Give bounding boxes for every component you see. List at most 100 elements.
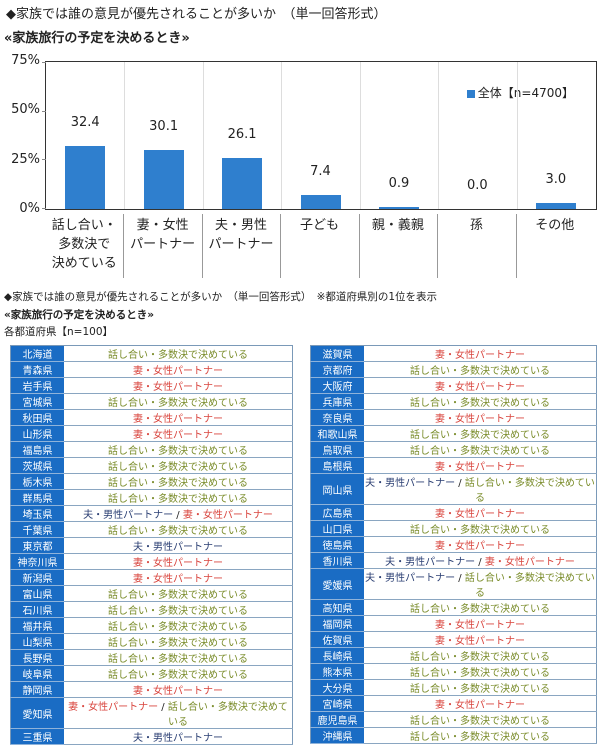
bar-value-label: 0.0 [467,178,488,193]
top-answer: 妻・女性パートナー [64,377,293,394]
y-tick-75: 75% [11,53,40,68]
x-axis-separator [358,214,360,278]
prefecture-name: 佐賀県 [310,631,364,648]
prefecture-table-right: 滋賀県 妻・女性パートナー 京都府 話し合い・多数決で決めている 大阪府 妻・女性パートナ… [310,345,597,744]
answer-wife: 妻・女性パートナー [133,574,223,585]
prefecture-name: 東京都 [10,537,64,554]
answer-talk: 話し合い・多数決で決めている [108,638,248,649]
table-row: 京都府 話し合い・多数決で決めている [310,361,597,378]
table-row: 静岡県 妻・女性パートナー [10,681,293,698]
prefecture-name: 香川県 [310,552,364,569]
top-answer: 話し合い・多数決で決めている [364,520,597,537]
y-tick-25: 25% [11,152,40,167]
answer-talk: 話し合い・多数決で決めている [410,398,550,409]
prefecture-name: 福井県 [10,617,64,634]
top-answer: 話し合い・多数決で決めている [64,393,293,410]
prefecture-name: 愛媛県 [310,568,364,600]
prefecture-name: 秋田県 [10,409,64,426]
top-answer: 話し合い・多数決で決めている [364,441,597,458]
prefecture-name: 高知県 [310,599,364,616]
table-row: 宮城県 話し合い・多数決で決めている [10,393,293,410]
answer-talk: 話し合い・多数決で決めている [410,732,550,743]
table-row: 愛知県 妻・女性パートナー / 話し合い・多数決で決めている [10,697,293,729]
answer-husband: 夫・男性パートナー [385,557,476,568]
table-row: 山梨県 話し合い・多数決で決めている [10,633,293,650]
top-answer: 話し合い・多数決で決めている [64,633,293,650]
legend-label: 全体【n=4700】 [477,86,574,100]
answer-talk: 話し合い・多数決で決めている [410,446,550,457]
x-axis-label-line: 夫・男性 [215,218,268,233]
x-axis-label-line: パートナー [208,237,274,252]
category-gridline [359,62,361,209]
top-answer: 夫・男性パートナー / 話し合い・多数決で決めている [364,473,597,505]
x-axis-label-line: 親・義親 [371,218,424,233]
legend-swatch [466,89,475,98]
top-answer: 話し合い・多数決で決めている [64,345,293,362]
table-row: 高知県 話し合い・多数決で決めている [310,599,597,616]
prefecture-name: 兵庫県 [310,393,364,410]
category-gridline [516,62,518,209]
prefecture-name: 岩手県 [10,377,64,394]
x-axis-label-line: その他 [535,218,575,233]
answer-talk: 話し合い・多数決で決めている [464,573,595,599]
answer-talk: 話し合い・多数決で決めている [108,462,248,473]
top-answer: 話し合い・多数決で決めている [364,425,597,442]
top-answer: 話し合い・多数決で決めている [64,457,293,474]
table-row: 青森県 妻・女性パートナー [10,361,293,378]
table-title: ◆家族では誰の意見が優先されることが多いか （単一回答形式） ※都道府県別の1位… [4,291,438,303]
prefecture-name: 沖縄県 [310,727,364,744]
table-row: 群馬県 話し合い・多数決で決めている [10,489,293,506]
category-gridline [124,62,126,209]
x-axis-label-line: パートナー [130,237,196,252]
top-answer: 夫・男性パートナー [64,728,293,745]
top-answer: 妻・女性パートナー [364,504,597,521]
table-row: 福島県 話し合い・多数決で決めている [10,441,293,458]
top-answer: 話し合い・多数決で決めている [364,599,597,616]
y-tick-mark [42,110,46,112]
x-axis-labels: 話し合い・ 多数決で 決めている 妻・女性 パートナー 夫・男性 パートナー 子ども 親・義親孫… [45,212,597,280]
answer-wife: 妻・女性パートナー [484,557,575,568]
answer-wife: 妻・女性パートナー [435,414,525,425]
prefecture-name: 北海道 [10,345,64,362]
table-row: 福岡県 妻・女性パートナー [310,615,597,632]
table-row: 宮崎県 妻・女性パートナー [310,695,597,712]
top-answer: 妻・女性パートナー [64,425,293,442]
prefecture-name: 栃木県 [10,473,64,490]
top-answer: 話し合い・多数決で決めている [64,601,293,618]
table-row: 山形県 妻・女性パートナー [10,425,293,442]
answer-talk: 話し合い・多数決で決めている [167,702,288,728]
table-row: 大阪府 妻・女性パートナー [310,377,597,394]
table-row: 徳島県 妻・女性パートナー [310,536,597,553]
x-axis-separator [201,214,203,278]
table-row: 福井県 話し合い・多数決で決めている [10,617,293,634]
table-row: 熊本県 話し合い・多数決で決めている [310,663,597,680]
y-tick-50: 50% [11,102,40,117]
bar [143,150,184,209]
top-answer: 話し合い・多数決で決めている [364,647,597,664]
x-axis-category-label: 妻・女性 パートナー [123,212,201,278]
answer-talk: 話し合い・多数決で決めている [108,622,248,633]
answer-wife: 妻・女性パートナー [435,620,525,631]
prefecture-name: 和歌山県 [310,425,364,442]
top-answer: 妻・女性パートナー [364,377,597,394]
answer-talk: 話し合い・多数決で決めている [108,446,248,457]
prefecture-name: 岐阜県 [10,665,64,682]
table-row: 茨城県 話し合い・多数決で決めている [10,457,293,474]
top-answer: 妻・女性パートナー [64,681,293,698]
x-axis-category-label: 夫・男性 パートナー [202,212,280,278]
prefecture-name: 奈良県 [310,409,364,426]
prefecture-name: 千葉県 [10,521,64,538]
table-row: 奈良県 妻・女性パートナー [310,409,597,426]
prefecture-name: 福岡県 [310,615,364,632]
top-answer: 話し合い・多数決で決めている [64,489,293,506]
x-axis-separator [123,214,125,278]
prefecture-name: 長野県 [10,649,64,666]
answer-wife: 妻・女性パートナー [133,382,223,393]
prefecture-name: 新潟県 [10,569,64,586]
answer-wife: 妻・女性パートナー [133,686,223,697]
table-row: 鹿児島県 話し合い・多数決で決めている [310,711,597,728]
top-answer: 妻・女性パートナー [364,457,597,474]
category-gridline [202,62,204,209]
top-answer: 妻・女性パートナー [364,695,597,712]
answer-talk: 話し合い・多数決で決めている [464,478,595,504]
